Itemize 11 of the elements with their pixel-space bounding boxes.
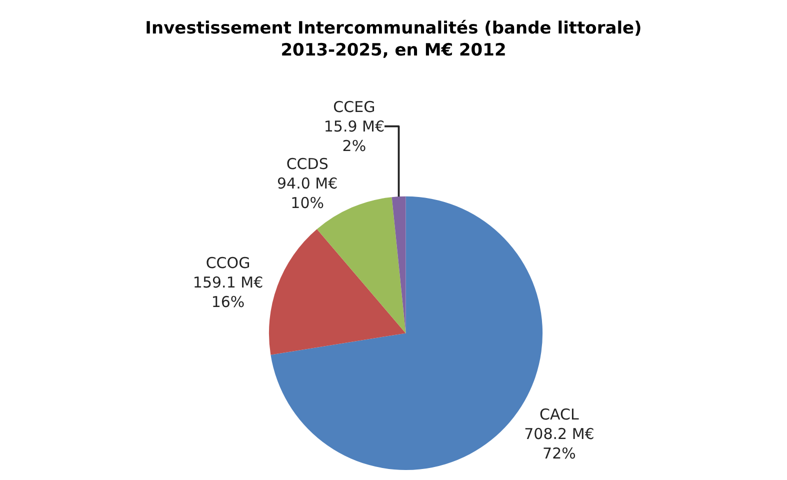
data-label: 15.9 M€ 2%	[324, 117, 385, 155]
slice-label: CCEG	[333, 98, 376, 116]
slice-label: CCDS	[286, 154, 328, 173]
pie-slice	[269, 229, 406, 355]
pie-slice	[392, 196, 406, 334]
data-label: 159.1 M€ 16%	[192, 274, 264, 312]
data-label: 708.2 M€ 72%	[524, 424, 594, 462]
slice-label: CCOG	[206, 254, 250, 272]
chart-title: Investissement Intercommunalités (bande littorale) 2013-2025, en M€ 2012	[145, 18, 642, 61]
slice-label: CACL	[540, 405, 580, 424]
data-label: 94.0 M€ 10%	[277, 174, 338, 212]
